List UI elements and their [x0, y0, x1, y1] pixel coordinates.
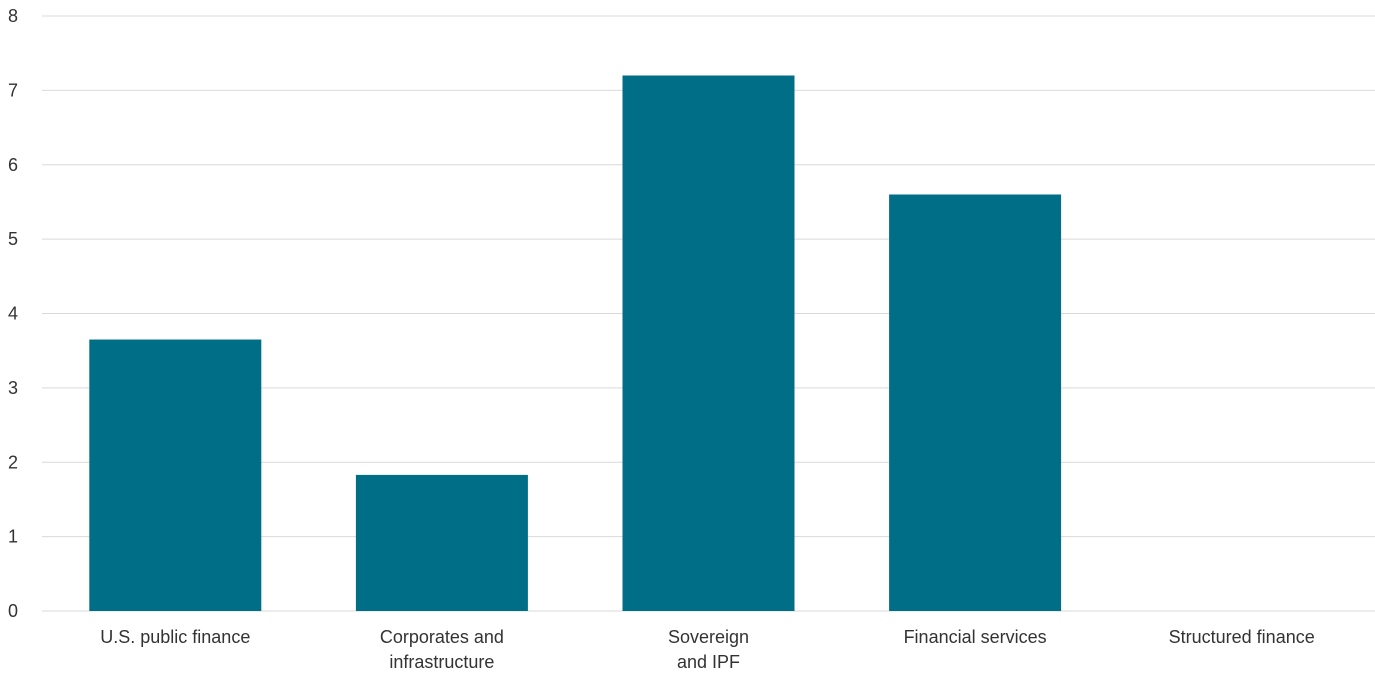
x-category-label-line: Financial services: [904, 627, 1047, 647]
x-category-label-line: Corporates and: [380, 627, 504, 647]
x-category-label-line: Structured finance: [1169, 627, 1315, 647]
y-tick-label: 2: [8, 452, 18, 472]
y-tick-label: 4: [8, 304, 18, 324]
bar: [355, 474, 528, 611]
bar: [622, 75, 795, 611]
bars: [89, 75, 1062, 611]
x-category-label-line: Sovereign: [668, 627, 749, 647]
bar: [889, 194, 1062, 611]
y-tick-label: 1: [8, 527, 18, 547]
x-category-label: Sovereign and IPF: [668, 627, 749, 672]
x-category-label: Financial services: [904, 627, 1047, 647]
y-tick-label: 3: [8, 378, 18, 398]
x-category-label-line: infrastructure: [389, 652, 494, 672]
y-tick-label: 7: [8, 80, 18, 100]
y-tick-label: 5: [8, 229, 18, 249]
y-tick-label: 6: [8, 155, 18, 175]
y-axis-ticks: 0 1 2 3 4 5 6 7 8: [8, 6, 18, 621]
y-tick-label: 0: [8, 601, 18, 621]
x-axis-labels: U.S. public finance Corporates and infrast…: [100, 627, 1314, 672]
y-tick-label: 8: [8, 6, 18, 26]
x-category-label: Corporates and infrastructure: [380, 627, 504, 672]
x-category-label: U.S. public finance: [100, 627, 250, 647]
x-category-label: Structured finance: [1169, 627, 1315, 647]
bar: [89, 339, 262, 611]
x-category-label-line: and IPF: [677, 652, 740, 672]
x-category-label-line: U.S. public finance: [100, 627, 250, 647]
